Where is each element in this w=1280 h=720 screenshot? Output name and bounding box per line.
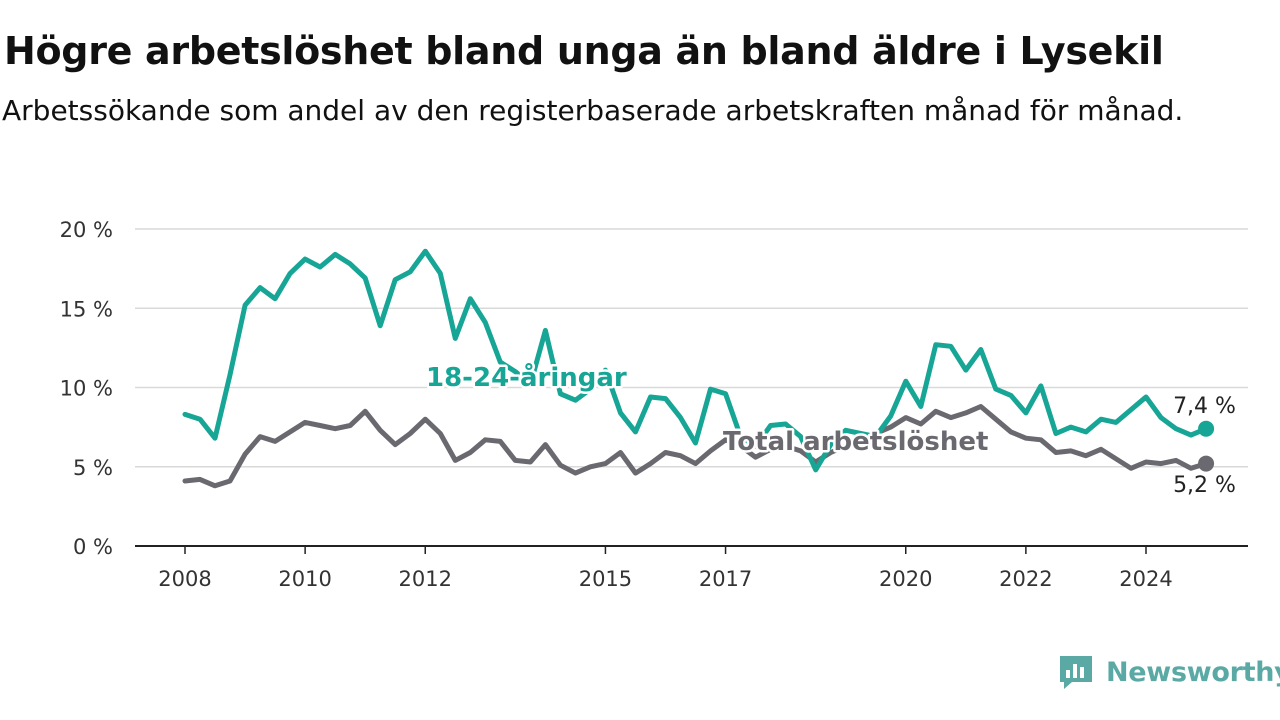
x-tick-label: 2010: [278, 567, 331, 591]
x-tick-label: 2012: [399, 567, 452, 591]
x-tick-label: 2017: [699, 567, 752, 591]
brand-name: Newsworthy: [1106, 656, 1280, 688]
y-tick-label: 0 %: [73, 535, 113, 559]
series-line-youth: [182, 248, 1209, 473]
series-line-total: [182, 404, 1209, 489]
x-tick-label: 2024: [1119, 567, 1172, 591]
series-label-youth: 18-24-åringar: [426, 361, 627, 393]
y-tick-label: 15 %: [60, 297, 113, 321]
x-tick-label: 2015: [579, 567, 632, 591]
end-point-marker: [1198, 420, 1215, 437]
x-tick-label: 2022: [999, 567, 1052, 591]
end-value-label-youth: 7,4 %: [1173, 394, 1236, 419]
grid-lines: [135, 228, 1248, 468]
y-tick-label: 5 %: [73, 456, 113, 480]
series-label-total: Total arbetslöshet: [723, 427, 988, 457]
end-point-marker: [1198, 455, 1215, 472]
newsworthy-logo: Newsworthy: [1058, 654, 1280, 690]
newsworthy-logo-icon: [1060, 656, 1092, 689]
chart-title: Högre arbetslöshet bland unga än bland ä…: [4, 29, 1164, 73]
y-tick-label: 10 %: [60, 377, 113, 401]
y-tick-label: 20 %: [60, 218, 113, 242]
chart-labels: 0 % 5 % 10 % 15 % 20 % 2008 2010 2012 2015 2017 20…: [60, 218, 1238, 591]
x-tick-label: 2008: [158, 567, 211, 591]
series-lines: [182, 248, 1215, 489]
x-axis: [135, 545, 1248, 554]
x-tick-label: 2020: [879, 567, 932, 591]
end-value-label-total: 5,2 %: [1173, 473, 1236, 498]
chart-subtitle: Arbetssökande som andel av den registerb…: [2, 94, 1184, 127]
